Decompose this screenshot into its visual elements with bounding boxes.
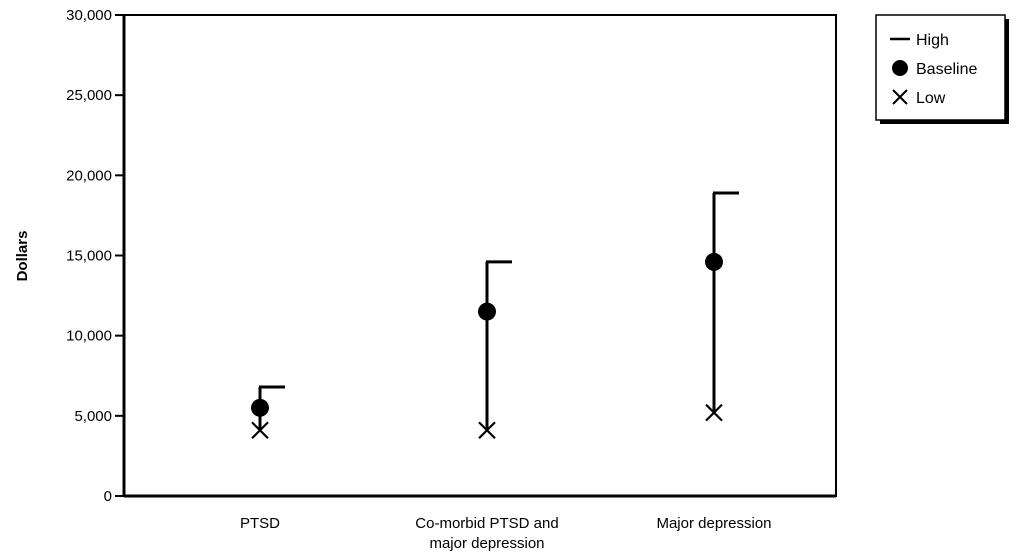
y-axis-title: Dollars	[14, 231, 31, 282]
y-tick-label: 10,000	[66, 328, 112, 345]
y-tick-label: 25,000	[66, 87, 112, 104]
y-tick-label: 20,000	[66, 167, 112, 184]
legend-low-symbol	[892, 89, 908, 105]
x-axis-category-labels: PTSD Co-morbid PTSD and major depression Ma…	[240, 515, 772, 552]
legend-label: Baseline	[916, 61, 977, 78]
x-category-label: Co-morbid PTSD and	[415, 515, 558, 532]
y-tick-label: 5,000	[74, 408, 112, 425]
baseline-marker	[705, 252, 723, 271]
y-tick-label: 0	[104, 488, 112, 505]
x-category-label: Major depression	[656, 515, 771, 532]
low-marker	[478, 421, 496, 440]
low-marker	[251, 421, 269, 440]
legend-baseline-symbol	[892, 60, 908, 76]
legend-label: High	[916, 32, 949, 49]
y-tick-label: 30,000	[66, 7, 112, 24]
series-marks	[251, 191, 739, 440]
y-tick-label: 15,000	[66, 248, 112, 265]
x-category-label: PTSD	[240, 515, 280, 532]
x-category-label: major depression	[429, 535, 544, 552]
low-marker	[705, 403, 723, 422]
legend: High Baseline Low	[875, 14, 1009, 124]
legend-label: Low	[916, 90, 946, 107]
y-axis-ticks: 0 5,000 10,000 15,000 20,000 25,000 30,000	[66, 7, 124, 505]
baseline-marker	[478, 302, 496, 321]
baseline-marker	[251, 398, 269, 417]
